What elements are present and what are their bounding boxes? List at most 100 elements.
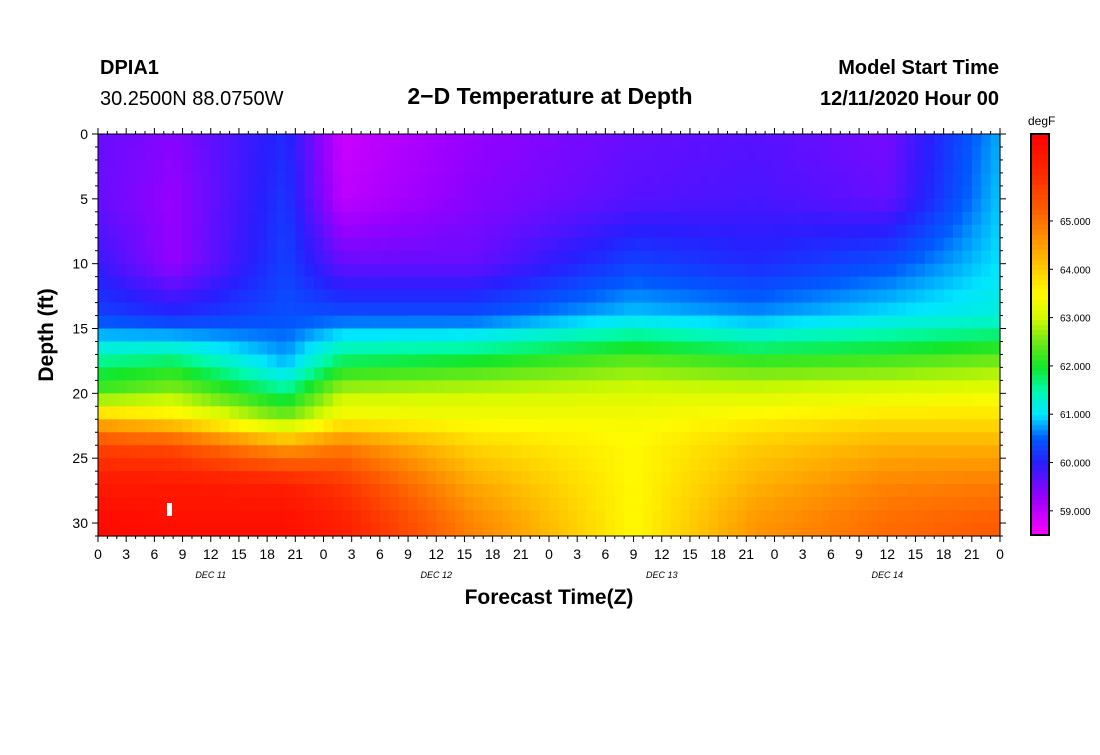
heatmap-cell bbox=[877, 211, 888, 226]
heatmap-cell bbox=[182, 224, 193, 239]
heatmap-cell bbox=[868, 198, 879, 213]
heatmap-cell bbox=[614, 289, 625, 304]
heatmap-cell bbox=[295, 134, 306, 148]
heatmap-cell bbox=[445, 445, 456, 459]
heatmap-cell bbox=[689, 302, 700, 317]
heatmap-cell bbox=[107, 224, 118, 239]
heatmap-cell bbox=[586, 289, 597, 304]
heatmap-cell bbox=[661, 445, 672, 459]
heatmap-cell bbox=[849, 134, 860, 148]
heatmap-cell bbox=[783, 237, 794, 252]
heatmap-cell bbox=[614, 185, 625, 200]
heatmap-cell bbox=[417, 458, 428, 472]
heatmap-cell bbox=[417, 419, 428, 433]
heatmap-cell bbox=[389, 315, 400, 330]
heatmap-cell bbox=[238, 263, 249, 278]
heatmap-cell bbox=[351, 263, 362, 278]
heatmap-cell bbox=[971, 406, 982, 420]
heatmap-cell bbox=[642, 250, 653, 265]
heatmap-cell bbox=[267, 159, 278, 174]
heatmap-cell bbox=[736, 367, 747, 381]
heatmap-cell bbox=[445, 419, 456, 433]
heatmap-cell bbox=[107, 146, 118, 161]
heatmap-cell bbox=[971, 134, 982, 148]
heatmap-cell bbox=[971, 263, 982, 278]
heatmap-cell bbox=[182, 289, 193, 304]
heatmap-cell bbox=[887, 328, 898, 343]
heatmap-cell bbox=[595, 445, 606, 459]
heatmap-cell bbox=[135, 341, 146, 356]
heatmap-cell bbox=[812, 458, 823, 472]
heatmap-cell bbox=[285, 172, 296, 187]
heatmap-cell bbox=[361, 185, 372, 200]
heatmap-cell bbox=[483, 185, 494, 200]
heatmap-cell bbox=[577, 146, 588, 161]
heatmap-cell bbox=[351, 237, 362, 252]
heatmap-cell bbox=[361, 510, 372, 524]
heatmap-cell bbox=[915, 354, 926, 369]
heatmap-cell bbox=[549, 250, 559, 265]
heatmap-cell bbox=[934, 497, 945, 511]
heatmap-cell bbox=[558, 406, 569, 420]
heatmap-cell bbox=[445, 432, 456, 446]
heatmap-cell bbox=[727, 198, 738, 213]
heatmap-cell bbox=[924, 380, 935, 394]
heatmap-cell bbox=[351, 302, 362, 317]
heatmap-cell bbox=[163, 354, 174, 369]
heatmap-cell bbox=[642, 458, 653, 472]
heatmap-cell bbox=[830, 315, 841, 330]
heatmap-cell bbox=[539, 276, 550, 291]
heatmap-cell bbox=[586, 523, 597, 537]
x-tick-label: 0 bbox=[996, 546, 1004, 562]
heatmap-cell bbox=[689, 458, 700, 472]
heatmap-cell bbox=[802, 497, 813, 511]
heatmap-cell bbox=[924, 432, 935, 446]
heatmap-cell bbox=[408, 224, 419, 239]
heatmap-cell bbox=[633, 510, 644, 524]
heatmap-cell bbox=[351, 159, 362, 174]
heatmap-cell bbox=[633, 134, 644, 148]
heatmap-cell bbox=[511, 250, 522, 265]
heatmap-cell bbox=[361, 172, 372, 187]
heatmap-cell bbox=[220, 445, 231, 459]
heatmap-cell bbox=[708, 159, 719, 174]
heatmap-cell bbox=[549, 445, 559, 459]
heatmap-cell bbox=[492, 315, 503, 330]
heatmap-cell bbox=[718, 146, 729, 161]
heatmap-cell bbox=[953, 471, 964, 485]
heatmap-cell bbox=[567, 393, 578, 407]
colorbar-swatch bbox=[1031, 424, 1049, 431]
heatmap-cell bbox=[765, 134, 776, 148]
heatmap-cell bbox=[689, 134, 700, 148]
heatmap-cell bbox=[426, 406, 437, 420]
heatmap-cell bbox=[238, 146, 249, 161]
heatmap-cell bbox=[577, 406, 588, 420]
heatmap-cell bbox=[990, 445, 1001, 459]
heatmap-cell bbox=[417, 432, 428, 446]
heatmap-cell bbox=[116, 328, 127, 343]
heatmap-cell bbox=[323, 471, 334, 485]
heatmap-cell bbox=[755, 458, 766, 472]
heatmap-cell bbox=[680, 419, 691, 433]
heatmap-cell bbox=[220, 185, 231, 200]
heatmap-cell bbox=[906, 484, 917, 498]
heatmap-cell bbox=[135, 354, 146, 369]
heatmap-cell bbox=[201, 211, 212, 226]
heatmap-cell bbox=[135, 159, 146, 174]
heatmap-cell bbox=[812, 263, 823, 278]
heatmap-cell bbox=[464, 471, 475, 485]
heatmap-cell bbox=[379, 211, 390, 226]
heatmap-cell bbox=[267, 445, 278, 459]
heatmap-cell bbox=[483, 458, 494, 472]
heatmap-cell bbox=[849, 458, 860, 472]
heatmap-cell bbox=[793, 354, 804, 369]
heatmap-cell bbox=[642, 341, 653, 356]
heatmap-cell bbox=[727, 471, 738, 485]
heatmap-cell bbox=[793, 445, 804, 459]
heatmap-cell bbox=[426, 523, 437, 537]
heatmap-cell bbox=[116, 250, 127, 265]
heatmap-cell bbox=[426, 237, 437, 252]
heatmap-cell bbox=[943, 471, 954, 485]
heatmap-cell bbox=[605, 523, 616, 537]
heatmap-cell bbox=[586, 276, 597, 291]
